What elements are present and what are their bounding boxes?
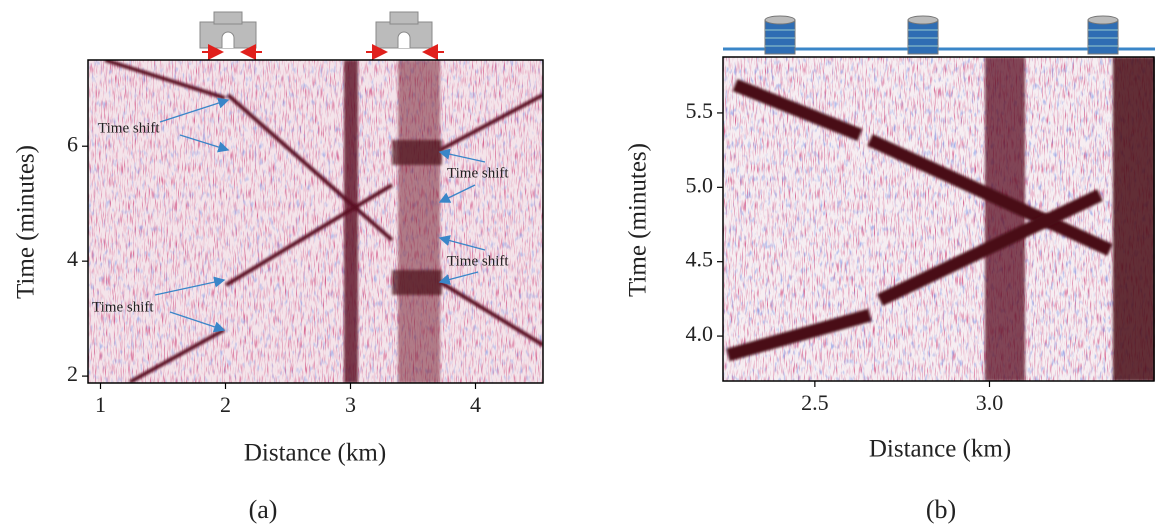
y-tick-label: 5.5: [686, 98, 714, 123]
y-tick-label: 4.0: [686, 321, 714, 346]
y-tick-label: 2: [67, 361, 78, 386]
seismic-image-b: [723, 57, 1155, 381]
x-axis-label: Distance (km): [869, 436, 1011, 463]
seismic-image-a: [88, 60, 543, 383]
frame: [87, 59, 544, 384]
panel-label: (a): [249, 495, 278, 524]
y-axis-label: Time (minutes): [13, 145, 40, 299]
annotation: Time shift: [98, 120, 160, 136]
annotation: Time shift: [447, 165, 509, 181]
annotation: Time shift: [92, 299, 154, 315]
x-tick-label: 3.0: [976, 390, 1004, 415]
x-tick-label: 1: [95, 392, 106, 417]
panel-label: (b): [926, 495, 956, 524]
x-axis-label: Distance (km): [244, 440, 386, 467]
y-tick-label: 5.0: [686, 172, 714, 197]
x-tick-label: 4: [470, 392, 481, 417]
y-tick-label: 4: [67, 246, 78, 271]
y-tick-label: 6: [67, 131, 78, 156]
x-tick-label: 2: [220, 392, 231, 417]
arrows: [154, 97, 486, 333]
x-tick-label: 2.5: [801, 390, 829, 415]
frame: [722, 56, 1155, 382]
y-axis-label: Time (minutes): [625, 143, 652, 297]
annotation: Time shift: [447, 253, 509, 269]
drum-icons: [723, 15, 1155, 55]
y-tick-label: 4.5: [686, 247, 714, 272]
x-tick-label: 3: [345, 392, 356, 417]
building-icons: [199, 11, 444, 60]
